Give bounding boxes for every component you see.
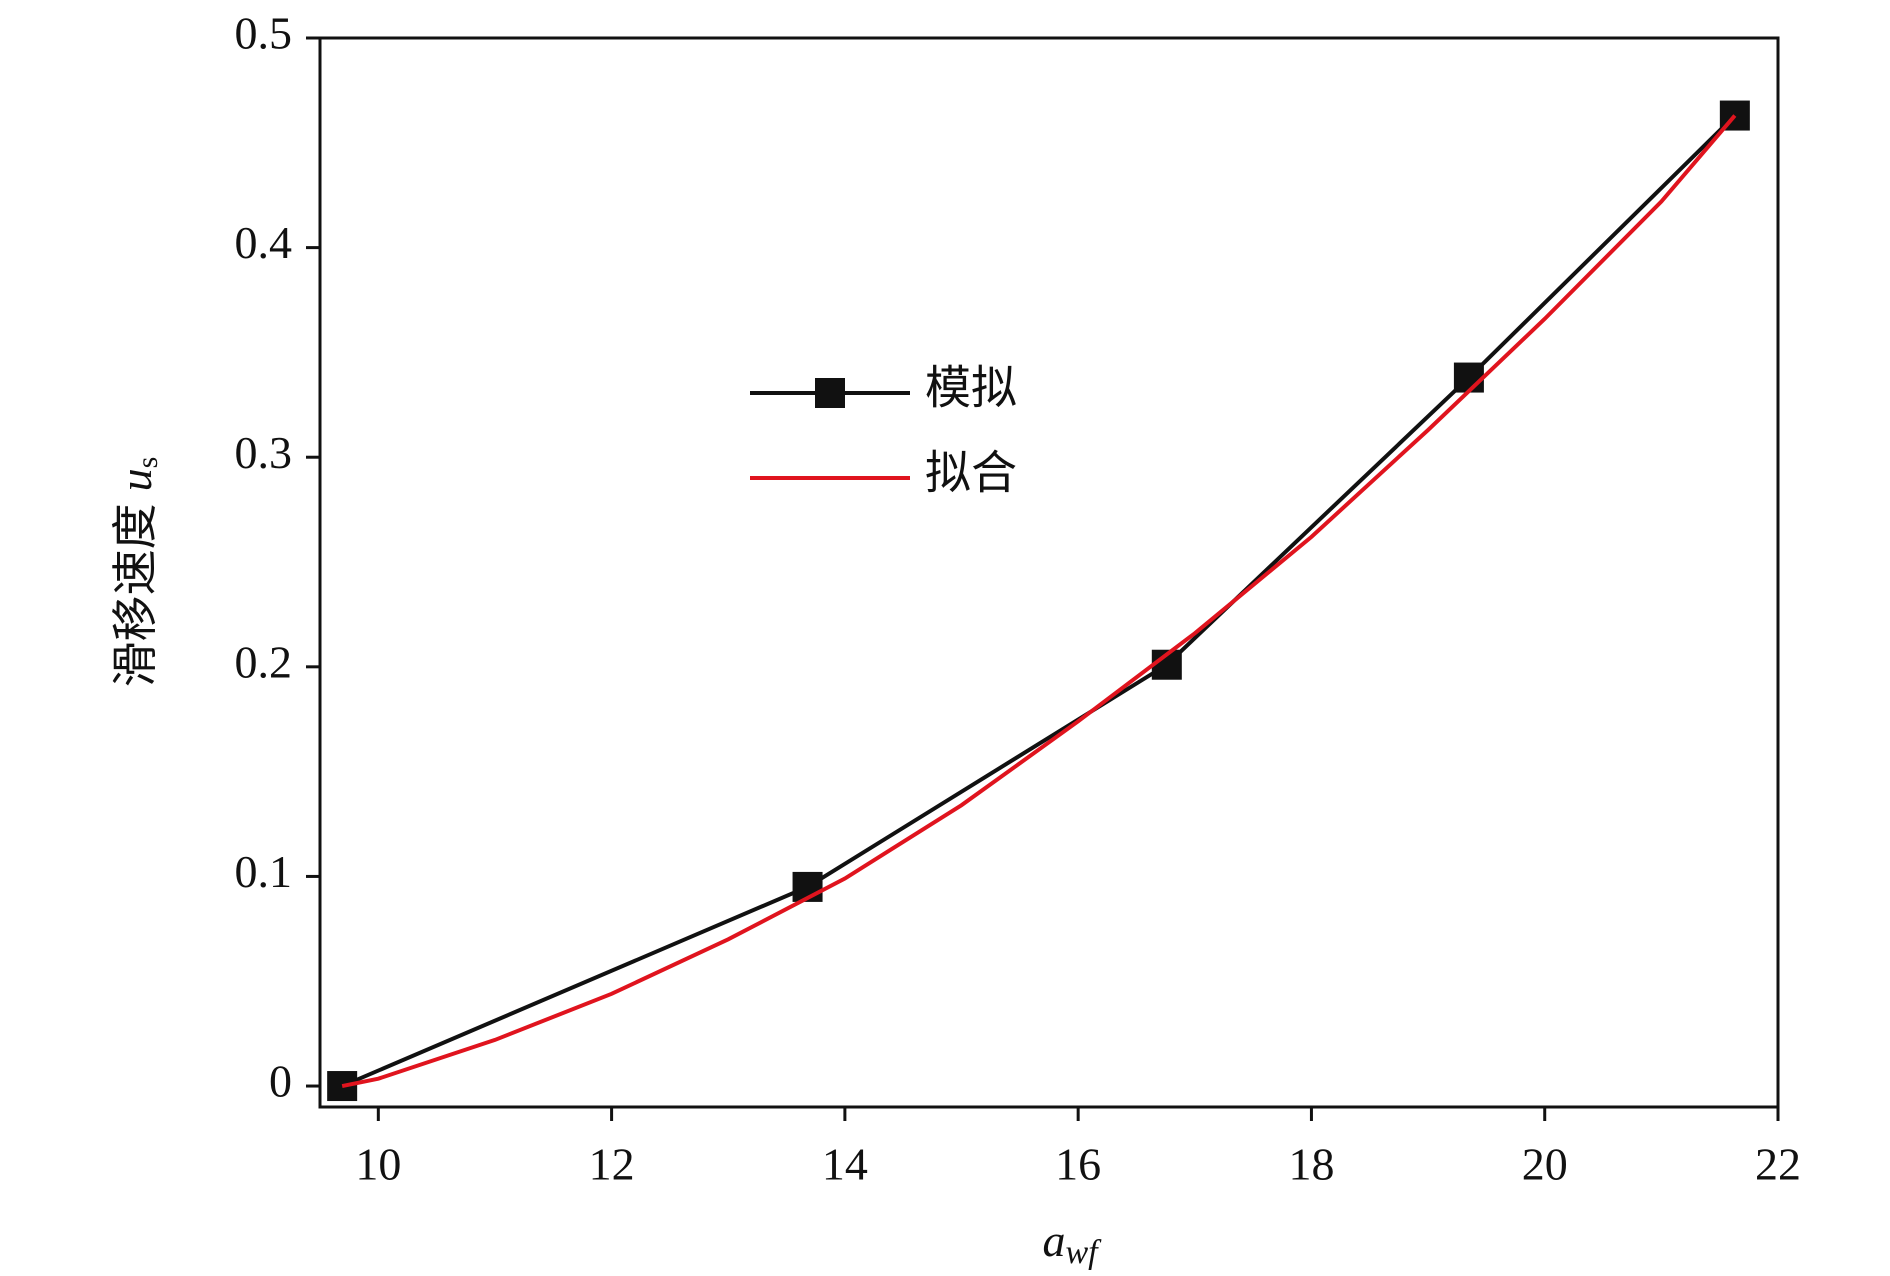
x-axis-label: awf [1042, 1215, 1102, 1271]
series-line [341, 114, 1737, 1089]
y-tick-label: 0.5 [235, 8, 293, 59]
x-tick-label: 12 [589, 1139, 635, 1190]
y-tick-label: 0.4 [235, 217, 293, 268]
y-tick-label: 0 [269, 1056, 292, 1107]
y-label-var: u [110, 468, 161, 491]
legend-label: 模拟 [925, 363, 1017, 414]
x-tick-label: 18 [1288, 1139, 1334, 1190]
data-point [1453, 362, 1484, 393]
x-tick-label: 20 [1522, 1139, 1568, 1190]
y-label-text: 滑移速度 [110, 503, 161, 687]
y-tick-label: 0.1 [235, 846, 293, 897]
x-label-var: a [1042, 1215, 1065, 1266]
x-tick-label: 22 [1755, 1139, 1801, 1190]
x-tick-label: 10 [355, 1139, 401, 1190]
x-tick-label: 16 [1055, 1139, 1101, 1190]
plot-frame [318, 36, 1780, 1109]
series-line [341, 114, 1737, 1088]
x-tick-label: 14 [822, 1139, 868, 1190]
legend-marker [815, 378, 845, 408]
legend-label: 拟合 [925, 448, 1017, 499]
y-axis-label: 滑移速度 us [110, 457, 164, 688]
y-tick-label: 0.2 [235, 636, 293, 687]
y-tick-label: 0.3 [235, 427, 293, 478]
y-label-sub: s [131, 457, 164, 469]
x-label-sub: wf [1065, 1234, 1102, 1271]
